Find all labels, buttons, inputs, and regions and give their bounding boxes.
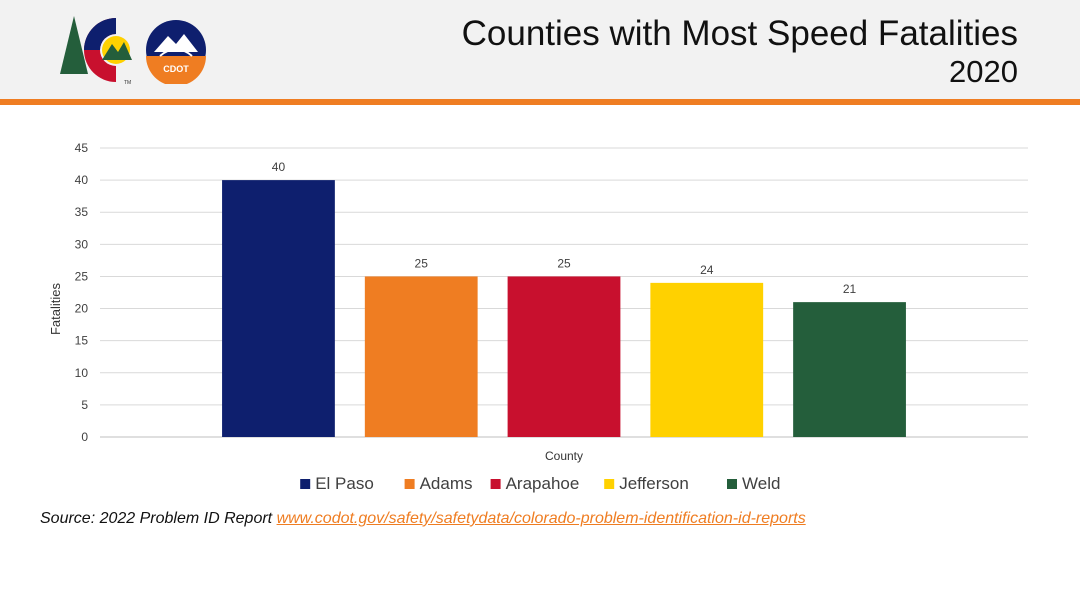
legend-swatch — [727, 479, 737, 489]
y-tick-label: 35 — [75, 205, 89, 219]
source-link[interactable]: www.codot.gov/safety/safetydata/colorado… — [276, 510, 806, 527]
legend-entry: Weld — [742, 474, 780, 493]
page-subtitle-year: 2020 — [949, 54, 1018, 89]
chart-data-labels: 40 25 25 24 21 — [272, 160, 857, 296]
header-divider — [0, 99, 1080, 105]
bar-weld — [793, 302, 906, 437]
x-axis-label: County — [545, 449, 583, 463]
bar-arapahoe — [507, 276, 621, 437]
y-tick-label: 10 — [75, 366, 89, 380]
bar-adams — [364, 276, 478, 437]
data-label: 24 — [700, 263, 714, 277]
y-tick-label: 25 — [75, 269, 89, 283]
y-tick-label: 45 — [75, 141, 89, 155]
legend-entry: Adams — [420, 474, 473, 493]
chart-bars — [222, 180, 906, 437]
legend-swatch — [490, 479, 501, 489]
legend-entry: Jefferson — [619, 474, 689, 493]
y-tick-label: 20 — [75, 302, 89, 316]
bar-jefferson — [650, 282, 764, 437]
legend-swatch — [404, 479, 415, 489]
y-axis-ticks: 0 5 10 15 20 25 30 35 40 45 — [75, 141, 89, 444]
source-prefix: Source: 2022 Problem ID Report — [40, 510, 277, 527]
legend-swatch — [300, 479, 311, 489]
page-title: Counties with Most Speed Fatalities — [461, 14, 1018, 53]
colorado-cdot-logo-icon: TM CDOT — [60, 16, 206, 84]
legend-swatch — [604, 479, 615, 489]
tree-icon — [60, 16, 88, 74]
trademark-mark: TM — [124, 80, 131, 84]
bar-chart: 0 5 10 15 20 25 30 35 40 45 40 25 25 24 21 Fatalities… — [48, 141, 1028, 493]
data-label: 21 — [843, 282, 857, 296]
data-label: 25 — [415, 256, 429, 270]
data-label: 25 — [557, 256, 571, 270]
y-tick-label: 5 — [81, 398, 88, 412]
y-axis-label: Fatalities — [48, 282, 63, 335]
y-tick-label: 40 — [75, 173, 89, 187]
chart-legend: El Paso Adams Arapahoe Jefferson Weld — [300, 474, 780, 493]
y-tick-label: 15 — [75, 334, 89, 348]
legend-entry: El Paso — [315, 474, 374, 493]
bar-el-paso — [222, 180, 335, 437]
legend-entry: Arapahoe — [506, 474, 580, 493]
y-tick-label: 0 — [81, 430, 88, 444]
y-tick-label: 30 — [75, 237, 89, 251]
cdot-logo-text: CDOT — [163, 64, 189, 74]
source-note: Source: 2022 Problem ID Report www.codot… — [40, 510, 806, 528]
data-label: 40 — [272, 160, 286, 174]
